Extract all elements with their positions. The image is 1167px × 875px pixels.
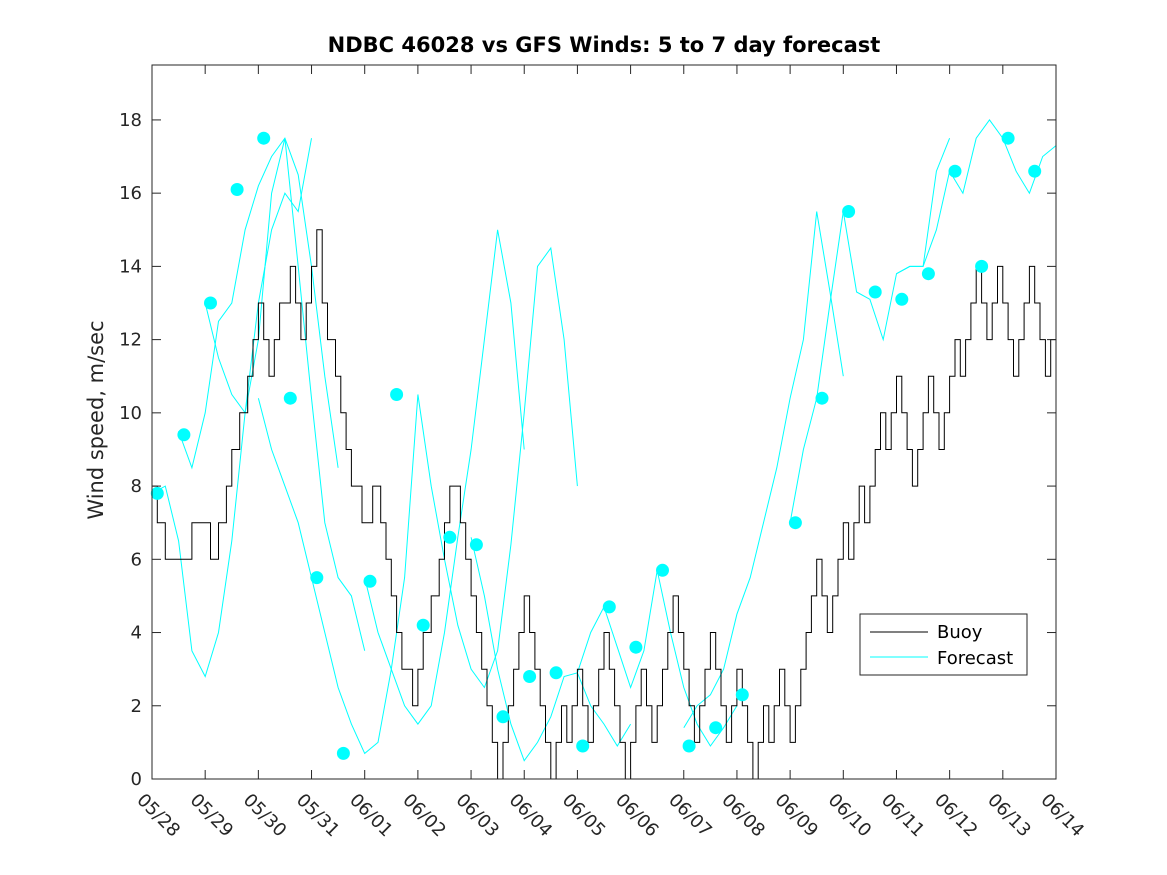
forecast-marker-28 (895, 292, 909, 306)
y-tick-label-8: 8 (131, 476, 142, 497)
y-axis-label: Wind speed, m/sec (84, 320, 108, 519)
forecast-marker-10 (390, 388, 404, 401)
x-axis: 05/28 05/29 05/30 05/31 06/01 06/02 06/03 06/04… (132, 65, 1088, 841)
forecast-line-3 (204, 138, 366, 651)
forecast-marker-3 (204, 296, 217, 310)
y-tick-label-10: 10 (119, 403, 142, 424)
y-tick-label-12: 12 (119, 330, 142, 351)
y-tick-label-6: 6 (131, 549, 142, 570)
forecast-marker-17 (576, 739, 590, 753)
x-tick-label-4: 06/01 (345, 790, 397, 842)
forecast-marker-25 (815, 391, 829, 405)
forecast-marker-14 (496, 710, 510, 724)
forecast-marker-24 (788, 516, 802, 530)
forecast-line-4 (257, 394, 419, 755)
y-tick-label-2: 2 (131, 696, 142, 717)
plot-area (150, 64, 1057, 780)
x-tick-label-17: 06/14 (1036, 790, 1088, 842)
forecast-marker-8 (336, 746, 350, 760)
forecast-marker-29 (921, 267, 935, 281)
x-tick-label-6: 06/03 (452, 790, 504, 842)
x-tick-label-9: 06/06 (611, 790, 663, 842)
y-tick-label-18: 18 (119, 110, 142, 131)
y-axis: 0 2 4 6 8 10 12 14 16 18 (119, 110, 1056, 790)
forecast-line-10 (789, 138, 951, 523)
forecast-marker-9 (363, 574, 377, 588)
buoy-line (152, 229, 1056, 779)
x-tick-label-12: 06/09 (771, 790, 823, 842)
x-tick-label-14: 06/11 (877, 790, 929, 842)
forecast-marker-4 (230, 183, 244, 196)
forecast-line-5 (364, 229, 525, 725)
forecast-marker-20 (656, 563, 669, 577)
forecast-line-9 (683, 211, 844, 728)
x-tick-label-15: 06/12 (930, 790, 982, 842)
forecast-marker-26 (842, 205, 856, 218)
forecast-marker-5 (257, 131, 271, 145)
forecast-marker-27 (868, 285, 882, 299)
chart-title: NDBC 46028 vs GFS Winds: 5 to 7 day fore… (328, 33, 881, 57)
x-tick-label-0: 05/28 (132, 790, 184, 842)
forecast-marker-31 (975, 259, 989, 273)
forecast-marker-16 (549, 666, 563, 680)
x-tick-label-7: 06/04 (505, 790, 557, 842)
forecast-line-6 (417, 246, 578, 689)
forecast-marker-21 (682, 739, 696, 753)
legend-forecast-label: Forecast (937, 648, 1013, 669)
y-tick-label-0: 0 (131, 769, 142, 790)
forecast-marker-2 (177, 428, 191, 442)
forecast-marker-18 (602, 600, 616, 614)
forecast-line-11 (896, 119, 1056, 275)
forecast-marker-22 (709, 721, 723, 735)
forecast-marker-1 (150, 486, 164, 500)
forecast-marker-32 (1001, 131, 1015, 145)
forecast-marker-30 (948, 164, 962, 178)
forecast-marker-19 (629, 640, 643, 654)
x-tick-label-5: 06/02 (398, 790, 450, 842)
x-tick-label-11: 06/08 (717, 790, 769, 842)
forecast-marker-23 (735, 688, 749, 702)
legend-buoy-label: Buoy (937, 622, 983, 643)
legend-box (859, 613, 1028, 676)
x-tick-label-3: 05/31 (292, 790, 344, 842)
x-tick-label-13: 06/10 (824, 790, 876, 842)
x-tick-label-8: 06/05 (558, 790, 610, 842)
forecast-line-7 (470, 537, 632, 762)
x-tick-label-10: 06/07 (664, 790, 716, 842)
y-tick-label-4: 4 (131, 623, 142, 644)
y-tick-label-16: 16 (119, 183, 142, 204)
forecast-marker-7 (310, 571, 324, 585)
forecast-marker-15 (523, 670, 537, 683)
legend: Buoy Forecast (859, 613, 1028, 676)
forecast-marker-33 (1028, 164, 1042, 178)
forecast-marker-11 (416, 618, 430, 632)
x-tick-label-1: 05/29 (186, 790, 238, 842)
forecast-line-1 (152, 138, 312, 678)
forecast-marker-13 (469, 538, 483, 552)
forecast-marker-12 (443, 530, 457, 544)
forecast-marker-6 (283, 391, 297, 405)
x-tick-label-2: 05/30 (239, 790, 291, 842)
x-tick-label-16: 06/13 (983, 790, 1035, 842)
axes-box (151, 64, 1057, 780)
y-tick-label-14: 14 (119, 256, 142, 277)
